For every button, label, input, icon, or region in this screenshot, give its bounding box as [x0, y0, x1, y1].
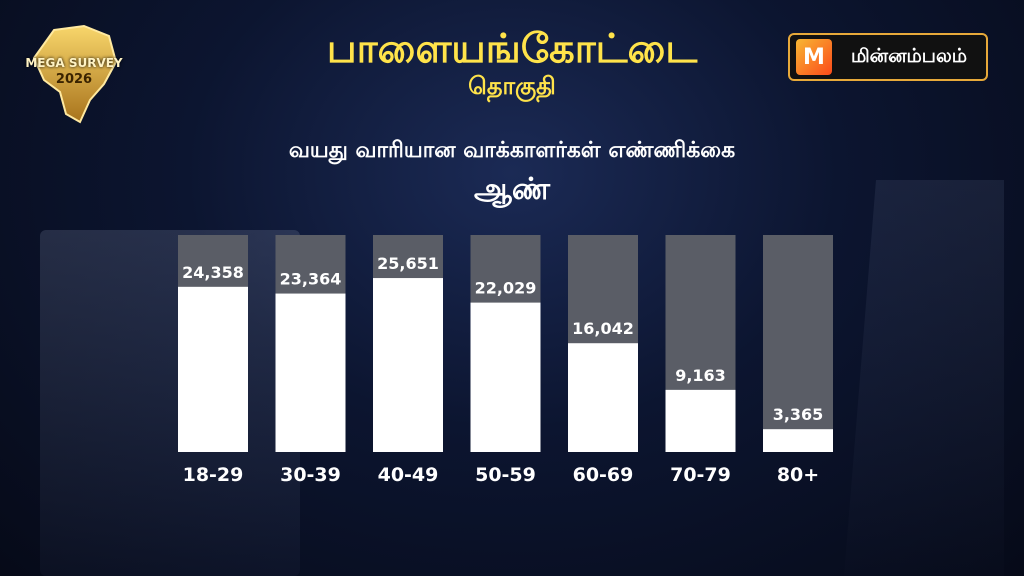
value-label: 3,365: [773, 405, 824, 424]
page-title: பாளையங்கோட்டை: [326, 26, 698, 72]
mega-survey-logo: MEGA SURVEY 2026: [24, 22, 124, 132]
page-subtitle: தொகுதி: [468, 72, 556, 100]
bar-50-59: [470, 302, 541, 452]
tamilnadu-map-icon: [32, 24, 118, 124]
category-label: 60-69: [573, 464, 634, 486]
logo-text-line2: 2026: [55, 72, 93, 87]
bar-30-39: [275, 293, 346, 452]
category-label: 80+: [777, 464, 819, 486]
value-label: 25,651: [377, 254, 439, 273]
value-label: 9,163: [675, 366, 726, 385]
background-temple-tower: [844, 180, 1004, 576]
bar-60-69: [568, 343, 638, 452]
category-label: 18-29: [183, 464, 244, 486]
category-label: 70-79: [670, 464, 731, 486]
brand-name: மின்னம்பலம்: [850, 44, 968, 67]
brand-mark-icon: M: [796, 39, 832, 75]
chart-subheading: ஆண்: [473, 172, 551, 207]
value-label: 22,029: [475, 279, 537, 298]
bar-18-29: [178, 286, 248, 452]
bar-80+: [763, 429, 833, 452]
background-building: [40, 230, 300, 576]
chart-heading: வயது வாரியான வாக்காளர்கள் எண்ணிக்கை: [288, 138, 736, 163]
category-label: 40-49: [378, 464, 439, 486]
value-label: 24,358: [182, 263, 244, 282]
bar-70-79: [665, 389, 736, 452]
logo-text-line1: MEGA SURVEY: [25, 56, 123, 70]
category-label: 30-39: [280, 464, 341, 486]
value-label: 16,042: [572, 319, 634, 338]
category-label: 50-59: [475, 464, 536, 486]
bar-40-49: [373, 278, 443, 452]
bar-track: [763, 235, 833, 452]
value-label: 23,364: [280, 270, 342, 289]
brand-logo: M மின்னம்பலம்: [788, 33, 988, 81]
